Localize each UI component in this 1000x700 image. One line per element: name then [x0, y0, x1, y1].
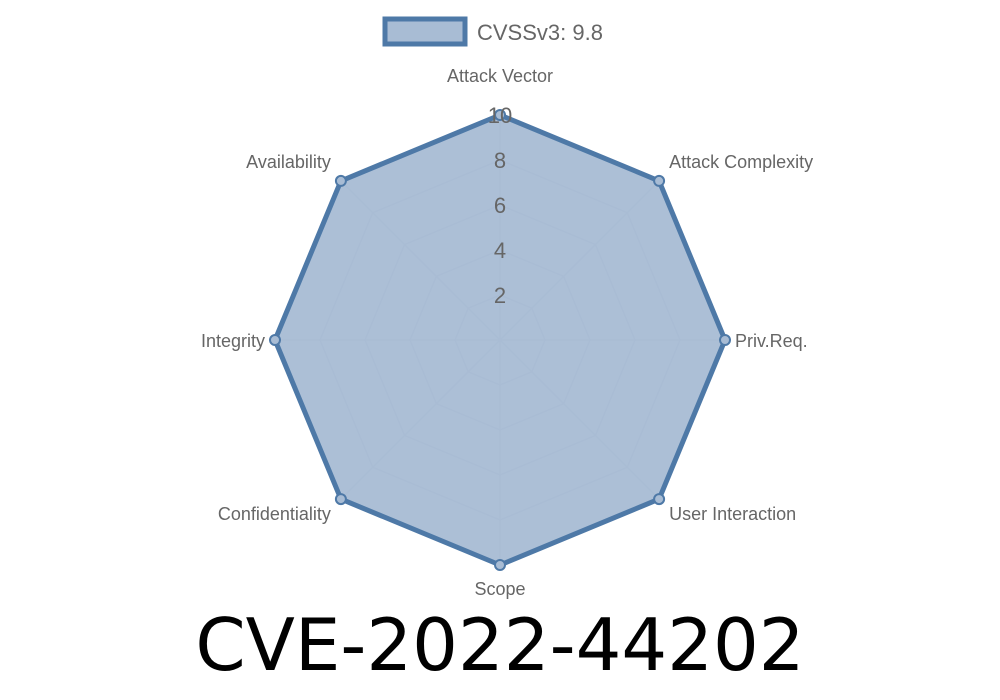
legend-label: CVSSv3: 9.8	[477, 20, 603, 45]
tick-label: 4	[494, 238, 506, 263]
data-area	[269, 109, 731, 571]
data-point	[269, 334, 281, 346]
data-point	[653, 174, 666, 187]
legend[interactable]: CVSSv3: 9.8	[382, 16, 603, 47]
axis-label: Priv.Req.	[735, 331, 808, 351]
legend-swatch	[382, 16, 468, 47]
axis-label: Attack Complexity	[669, 152, 813, 172]
data-point	[653, 493, 666, 506]
tick-label: 6	[494, 193, 506, 218]
data-point	[494, 559, 506, 571]
data-point	[334, 174, 347, 187]
tick-label: 8	[494, 148, 506, 173]
axis-label: Integrity	[201, 331, 265, 351]
axis-label: Scope	[474, 579, 525, 599]
axis-label: User Interaction	[669, 504, 796, 524]
tick-labels: 2 4 6 8 10	[488, 103, 512, 308]
axis-labels: Attack Vector Attack Complexity Priv.Req. U…	[201, 66, 813, 599]
axis-label: Confidentiality	[218, 504, 331, 524]
data-point	[494, 109, 506, 121]
data-point	[334, 493, 347, 506]
page-title: CVE-2022-44202	[195, 603, 805, 687]
axis-label: Attack Vector	[447, 66, 553, 86]
tick-label: 10	[488, 103, 512, 128]
tick-label: 2	[494, 283, 506, 308]
axis-label: Availability	[246, 152, 331, 172]
data-point	[719, 334, 731, 346]
